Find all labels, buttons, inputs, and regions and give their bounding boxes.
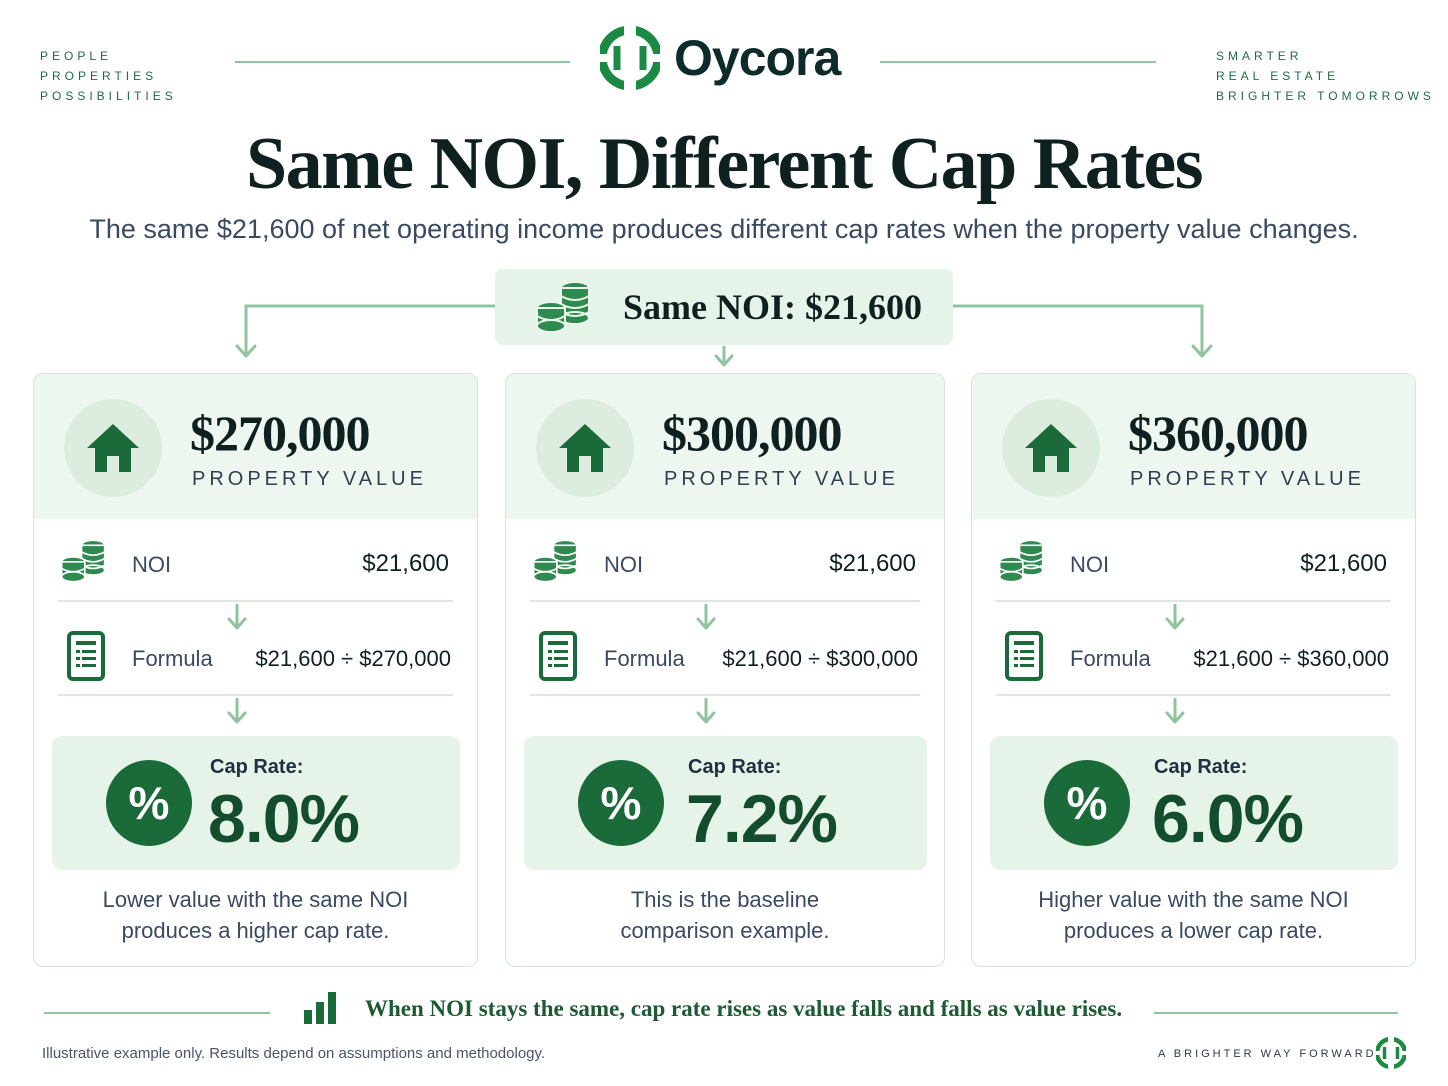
noi-label: NOI (1070, 552, 1110, 577)
formula-value: $21,600 ÷ $270,000 (255, 646, 451, 671)
coins-icon (60, 539, 106, 583)
document-icon (67, 631, 105, 681)
noi-label: NOI (132, 552, 172, 577)
tagline-line: BRIGHTER TOMORROWS (1216, 89, 1435, 103)
formula-label: Formula (132, 646, 213, 671)
down-arrow-icon (1165, 603, 1184, 630)
coins-icon (536, 281, 590, 333)
house-badge (1002, 399, 1100, 497)
formula-label: Formula (604, 646, 685, 671)
card-note: Higher value with the same NOI produces … (972, 884, 1415, 946)
cap-rate-box: % Cap Rate: 8.0% (52, 736, 460, 870)
bar-chart-icon (304, 992, 336, 1024)
noi-value: $21,600 (362, 550, 449, 577)
formula-value: $21,600 ÷ $300,000 (722, 646, 918, 671)
down-arrow-icon (1165, 697, 1184, 724)
page-title: Same NOI, Different Cap Rates (245, 123, 1204, 205)
row-divider (58, 600, 453, 602)
footer-rule-left (44, 1012, 270, 1014)
card-header: $270,000 PROPERTY VALUE (34, 374, 477, 519)
formula-label: Formula (1070, 646, 1151, 671)
header-rule-left (235, 61, 570, 63)
note-line: comparison example. (620, 918, 830, 943)
tagline-line: SMARTER (1216, 49, 1303, 63)
percent-icon: % (106, 760, 192, 846)
card-header: $360,000 PROPERTY VALUE (972, 374, 1415, 519)
cap-rate-label: Cap Rate: (688, 756, 782, 778)
cap-rate-label: Cap Rate: (1154, 756, 1248, 778)
tagline-line: PEOPLE (40, 49, 113, 63)
right-tagline: SMARTER REAL ESTATE BRIGHTER TOMORROWS (1216, 46, 1435, 106)
document-icon (539, 631, 577, 681)
down-arrow-icon (227, 697, 246, 724)
tagline-line: PROPERTIES (40, 69, 158, 83)
cap-rate-label: Cap Rate: (210, 756, 304, 778)
brand-name: Oycora (674, 30, 841, 86)
header-rule-right (880, 61, 1156, 63)
row-divider (530, 694, 920, 696)
document-icon (1005, 631, 1043, 681)
house-badge (536, 399, 634, 497)
note-line: This is the baseline (630, 887, 820, 912)
property-value: $360,000 (1128, 405, 1308, 461)
brand-logo: Oycora (600, 26, 841, 90)
logo-icon (600, 26, 660, 90)
cap-rate-value: 6.0% (1152, 781, 1304, 857)
row-divider (530, 600, 920, 602)
down-arrow-icon (227, 603, 246, 630)
down-arrow-icon (696, 697, 716, 724)
cap-rate-box: % Cap Rate: 6.0% (990, 736, 1398, 870)
connector-arrows (235, 304, 1213, 367)
cap-rate-value: 8.0% (208, 781, 360, 857)
coins-icon (532, 539, 578, 583)
card-note: This is the baseline comparison example. (506, 884, 944, 946)
property-value-label: PROPERTY VALUE (192, 468, 427, 490)
cap-rate-card: $270,000 PROPERTY VALUE NOI $21,600 Form… (33, 373, 478, 967)
noi-label: NOI (604, 552, 644, 577)
down-arrow-icon (696, 603, 716, 630)
note-line: Lower value with the same NOI (102, 887, 409, 912)
property-value-label: PROPERTY VALUE (664, 468, 899, 490)
property-value-label: PROPERTY VALUE (1130, 468, 1365, 490)
card-header: $300,000 PROPERTY VALUE (506, 374, 944, 519)
percent-icon: % (1044, 760, 1130, 846)
footer-message: When NOI stays the same, cap rate rises … (365, 996, 1123, 1021)
row-divider (58, 694, 453, 696)
percent-icon: % (578, 760, 664, 846)
noi-value: $21,600 (1300, 550, 1387, 577)
house-badge (64, 399, 162, 497)
property-value: $300,000 (662, 405, 842, 461)
card-note: Lower value with the same NOI produces a… (34, 884, 477, 946)
left-tagline: PEOPLE PROPERTIES POSSIBILITIES (40, 46, 177, 106)
row-divider (996, 694, 1391, 696)
house-icon (87, 424, 139, 472)
cap-rate-box: % Cap Rate: 7.2% (524, 736, 927, 870)
note-line: produces a lower cap rate. (1063, 918, 1324, 943)
note-line: produces a higher cap rate. (121, 918, 390, 943)
formula-value: $21,600 ÷ $360,000 (1193, 646, 1389, 671)
footer-tagline: A BRIGHTER WAY FORWARD (1158, 1048, 1377, 1060)
page-subtitle: The same $21,600 of net operating income… (89, 214, 1359, 244)
property-value: $270,000 (190, 405, 370, 461)
cap-rate-card: $300,000 PROPERTY VALUE NOI $21,600 Form… (505, 373, 945, 967)
coins-icon (998, 539, 1044, 583)
noi-value: $21,600 (829, 550, 916, 577)
footer-rule-right (1154, 1012, 1398, 1014)
row-divider (996, 600, 1391, 602)
house-icon (559, 424, 611, 472)
house-icon (1025, 424, 1077, 472)
cap-rate-card: $360,000 PROPERTY VALUE NOI $21,600 Form… (971, 373, 1416, 967)
tagline-line: POSSIBILITIES (40, 89, 177, 103)
logo-icon (1376, 1037, 1406, 1069)
same-noi-label: Same NOI: $21,600 (623, 287, 922, 327)
same-noi-banner: Same NOI: $21,600 (495, 269, 953, 345)
tagline-line: REAL ESTATE (1216, 69, 1340, 83)
cap-rate-value: 7.2% (686, 781, 838, 857)
note-line: Higher value with the same NOI (1038, 887, 1349, 912)
disclaimer: Illustrative example only. Results depen… (42, 1045, 546, 1062)
